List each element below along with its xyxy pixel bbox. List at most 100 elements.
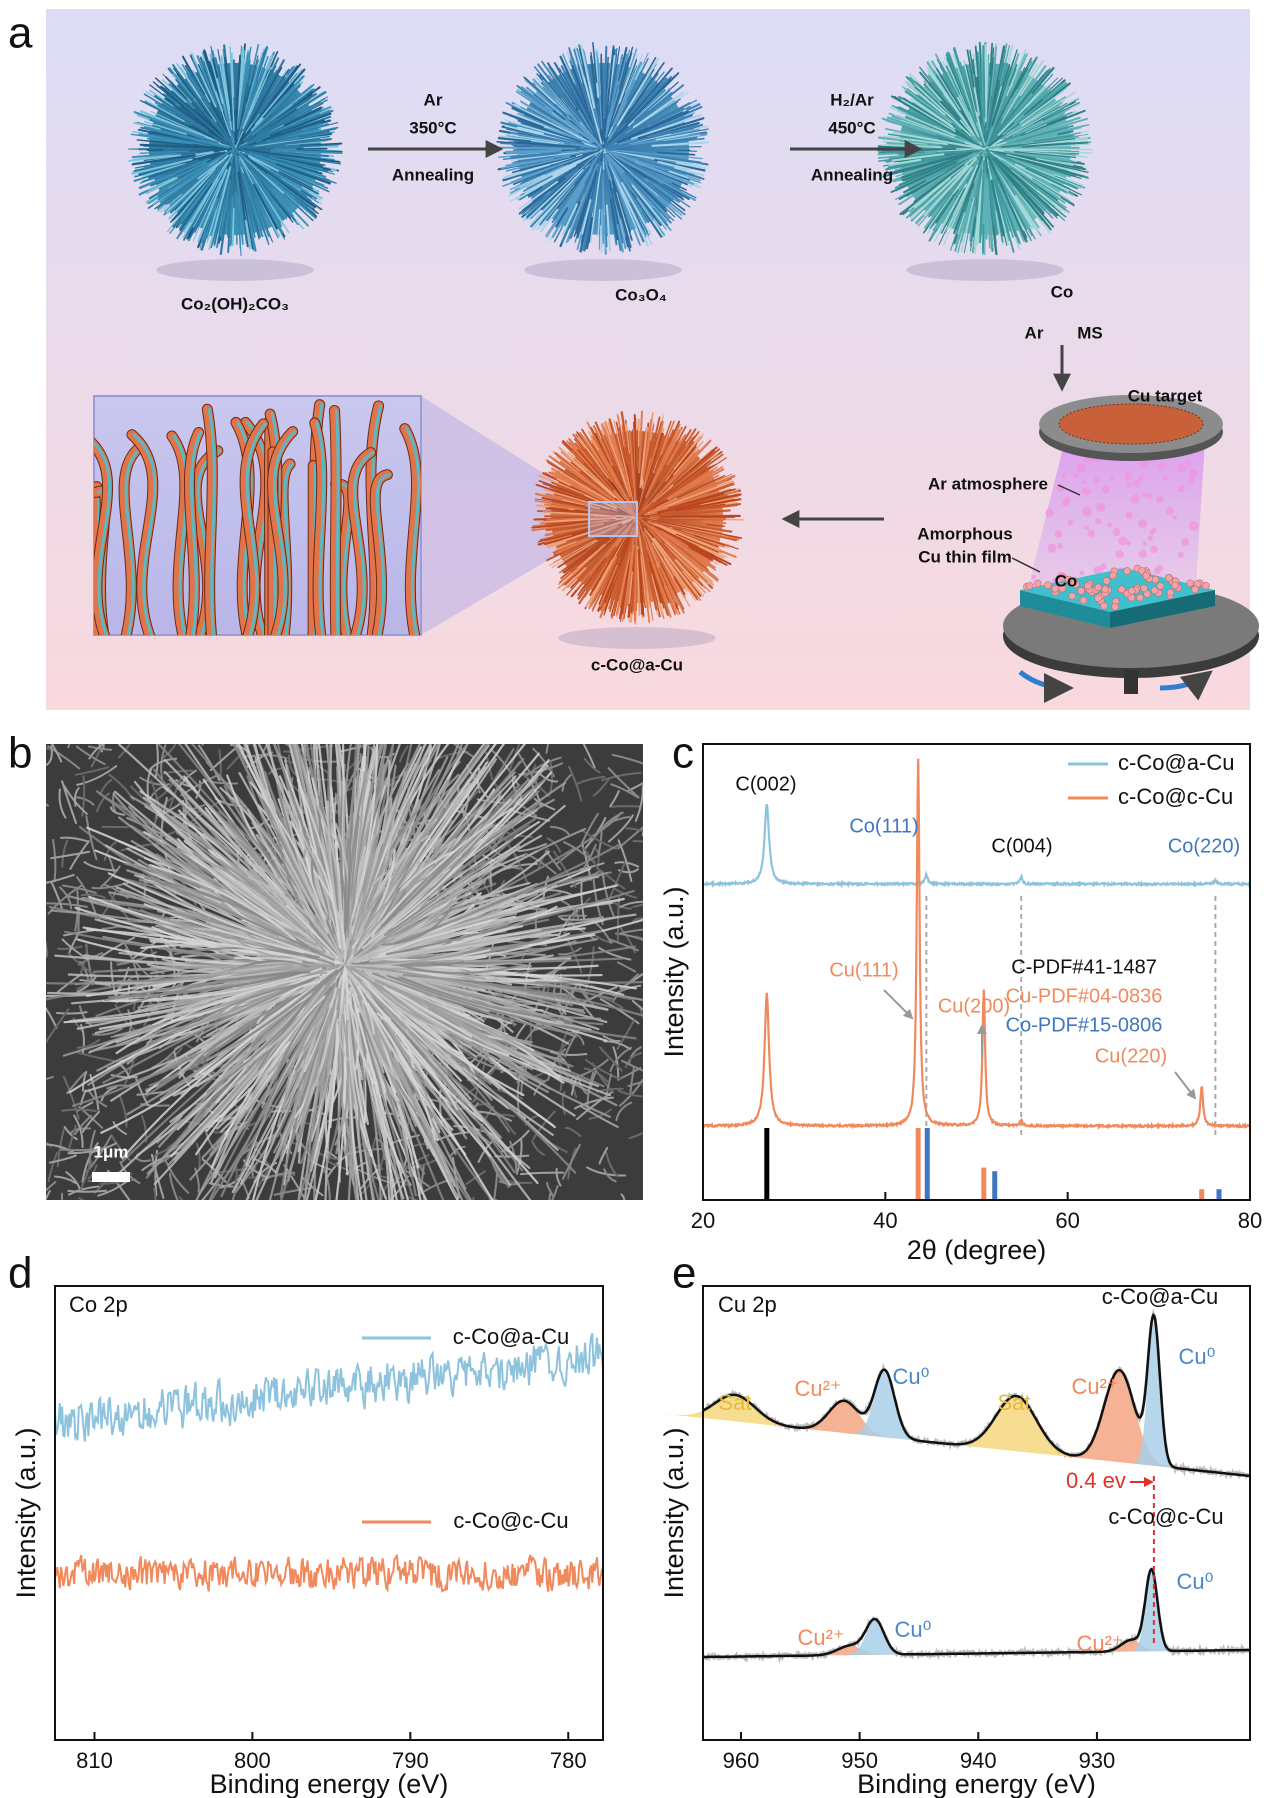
spike [566,549,608,596]
spike [613,528,635,608]
cu-atom [1077,587,1085,595]
fiber [46,940,48,958]
spike [511,155,577,174]
fiber [61,884,97,894]
particle [1045,508,1054,518]
strand [240,419,268,635]
fiber [81,1142,99,1183]
spike [536,91,546,100]
spike [604,534,632,604]
fiber [219,786,316,923]
spike [668,170,689,179]
spike [641,145,702,149]
fiber [358,1012,417,1197]
fiber [110,1073,138,1079]
spike [913,163,965,203]
reference-stick [981,1167,987,1200]
particle [1126,482,1132,488]
co-block-side [1110,590,1215,628]
spike [266,170,312,202]
spike [1001,159,1066,204]
spike [548,539,597,566]
spike [599,225,602,253]
fiber [117,744,131,759]
spike [555,540,578,551]
spike [139,150,189,154]
spike [648,179,691,208]
fiber [109,806,126,816]
cu-atom [1140,584,1148,593]
spike [656,519,733,533]
fiber [406,782,419,822]
spike [609,163,650,247]
fiber [367,764,549,943]
raw-data [701,1566,1252,1664]
spike [699,545,725,559]
particle [1165,506,1175,516]
particle [1093,565,1103,575]
fiber [359,1015,415,1200]
spike [667,420,681,446]
material-label: Co₂(OH)₂CO₃ [181,294,289,313]
spike [562,53,577,86]
fiber [598,1046,623,1072]
spike [220,55,231,111]
fiber [564,1127,582,1138]
spike [557,550,600,589]
fiber [60,1192,64,1200]
spike [1035,157,1074,166]
fiber [298,829,332,924]
spike [254,68,303,126]
spike [611,180,630,241]
spike [995,150,1086,171]
fiber [63,784,88,815]
fiber [353,876,429,957]
panel-a-art [93,41,1259,703]
spike [583,51,600,132]
spike [1040,164,1076,177]
spike [237,46,245,111]
spike [1033,134,1074,143]
spike [637,549,644,616]
fiber [602,1035,621,1043]
cu-atom [1064,575,1073,584]
fiber [346,807,513,964]
spike [235,191,238,245]
spike [578,48,589,86]
spike [945,53,962,89]
spike [162,79,187,103]
spike [618,61,627,89]
fiber [285,904,339,959]
particle [1101,485,1110,494]
spike [1000,63,1038,124]
spike [620,428,625,448]
fiber [376,1012,415,1069]
spike [203,205,217,241]
particle [1095,518,1102,525]
spike [518,116,550,129]
particle [1061,472,1067,478]
strand [124,447,142,635]
spike [257,77,291,120]
spike [1014,195,1039,231]
spike [934,189,959,224]
spike [281,144,340,148]
fiber [143,782,173,806]
spike [895,159,949,177]
annotation: Cu(220) [1095,1045,1167,1067]
spike [987,155,1028,243]
spike [603,169,608,248]
sphere-shadow [558,627,716,649]
spike [1028,212,1040,229]
legend-label: c-Co@a-Cu [453,1324,569,1349]
spike [196,55,222,114]
spike [131,152,178,158]
spike [547,493,576,502]
spike [510,149,589,161]
fiber [66,1072,86,1095]
strand [202,404,217,635]
strand [94,441,112,635]
spike [535,492,563,501]
spike [1013,65,1047,110]
fiber [61,1108,97,1113]
